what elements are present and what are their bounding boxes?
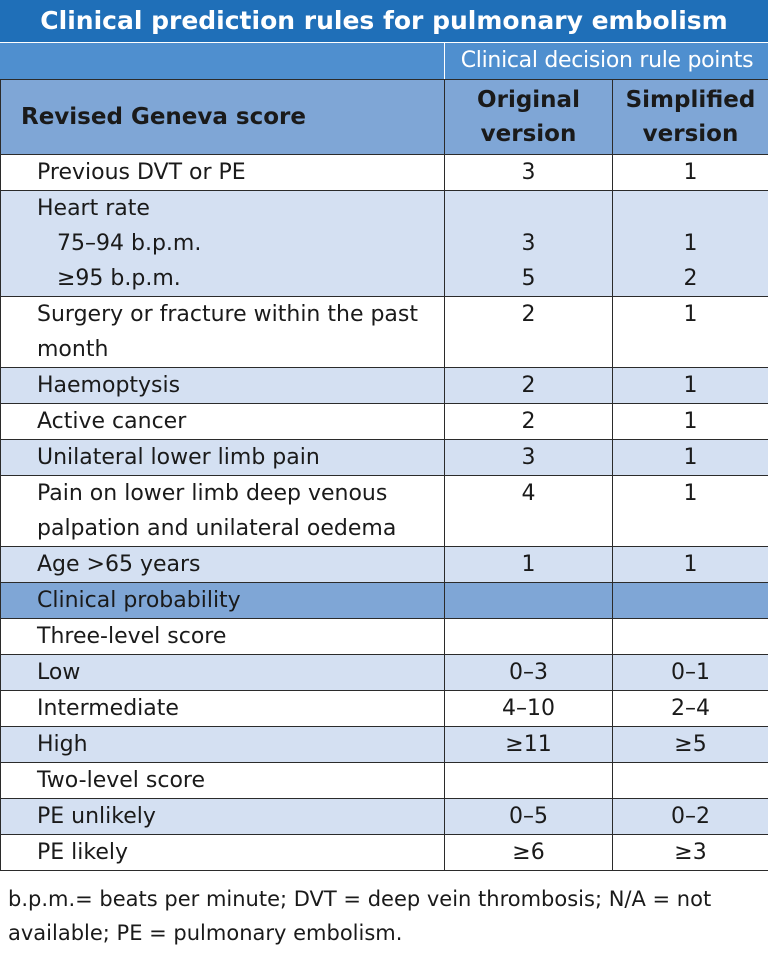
- simplified-points: ≥5: [612, 726, 768, 763]
- column-header-row: Revised Geneva score Original version Si…: [0, 79, 768, 155]
- simplified-points: 1: [612, 439, 768, 476]
- row-sublabel: ≥95 b.p.m.: [57, 266, 181, 291]
- simplified-points: 1: [612, 367, 768, 404]
- original-points: [444, 618, 613, 655]
- subheader-band: Clinical decision rule points: [0, 42, 768, 79]
- section-label: Clinical probability: [0, 582, 445, 619]
- row-label: Active cancer: [0, 403, 445, 440]
- table-row: Low 0–3 0–1: [0, 654, 768, 691]
- column-header-simplified: Simplified version: [612, 79, 768, 155]
- original-points: [444, 582, 613, 619]
- table-row: Unilateral lower limb pain 3 1: [0, 439, 768, 476]
- original-points: 4: [444, 475, 613, 547]
- table-row: Intermediate 4–10 2–4: [0, 690, 768, 727]
- original-points: 2: [444, 403, 613, 440]
- simplified-points: ≥3: [612, 834, 768, 871]
- row-label: Age >65 years: [0, 546, 445, 583]
- table-row: Active cancer 2 1: [0, 403, 768, 440]
- row-label: Pain on lower limb deep venous palpation…: [0, 475, 445, 547]
- table-row: Two-level score: [0, 762, 768, 799]
- simplified-points: 1: [612, 403, 768, 440]
- row-label: High: [0, 726, 445, 763]
- row-label: Unilateral lower limb pain: [0, 439, 445, 476]
- original-points: 3: [444, 439, 613, 476]
- column-header-original-line1: Original: [477, 87, 580, 113]
- simplified-points: [612, 618, 768, 655]
- original-points: 3: [444, 154, 613, 191]
- row-label: Heart rate: [37, 196, 150, 221]
- table-row: PE likely ≥6 ≥3: [0, 834, 768, 871]
- row-label: PE unlikely: [0, 798, 445, 835]
- simplified-points: 2–4: [612, 690, 768, 727]
- row-label: PE likely: [0, 834, 445, 871]
- table-row: High ≥11 ≥5: [0, 726, 768, 763]
- simplified-points: [612, 762, 768, 799]
- row-label: Three-level score: [0, 618, 445, 655]
- simplified-points: 0–1: [612, 654, 768, 691]
- section-row-clinical-probability: Clinical probability: [0, 582, 768, 619]
- original-points: ≥6: [444, 834, 613, 871]
- column-header-original-line2: version: [480, 121, 577, 147]
- row-label: Previous DVT or PE: [0, 154, 445, 191]
- simplified-points: 1: [683, 231, 698, 256]
- table-row: Pain on lower limb deep venous palpation…: [0, 475, 768, 547]
- original-points: 2: [444, 367, 613, 404]
- original-points: 1: [444, 546, 613, 583]
- table-row: Haemoptysis 2 1: [0, 367, 768, 404]
- row-label: Intermediate: [0, 690, 445, 727]
- simplified-points: [612, 582, 768, 619]
- prediction-rules-table: Revised Geneva score Original version Si…: [0, 79, 768, 871]
- simplified-points: 1: [612, 475, 768, 547]
- row-label-heart-rate: Heart rate 75–94 b.p.m. ≥95 b.p.m.: [0, 190, 445, 297]
- column-header-simplified-line2: version: [642, 121, 739, 147]
- table-row: Previous DVT or PE 3 1: [0, 154, 768, 191]
- column-header-label: Revised Geneva score: [0, 79, 445, 155]
- simplified-points-group: 1 2: [612, 190, 768, 297]
- table-row: Surgery or fracture within the past mont…: [0, 296, 768, 368]
- table-row: Age >65 years 1 1: [0, 546, 768, 583]
- table-title: Clinical prediction rules for pulmonary …: [0, 0, 768, 42]
- original-points: 5: [521, 266, 536, 291]
- column-header-simplified-line1: Simplified: [625, 87, 756, 113]
- simplified-points: 0–2: [612, 798, 768, 835]
- simplified-points: 1: [612, 546, 768, 583]
- simplified-points: 1: [612, 154, 768, 191]
- row-label: Two-level score: [0, 762, 445, 799]
- row-label: Surgery or fracture within the past mont…: [0, 296, 445, 368]
- row-label: Low: [0, 654, 445, 691]
- original-points: [444, 762, 613, 799]
- original-points: 0–3: [444, 654, 613, 691]
- table-row: Three-level score: [0, 618, 768, 655]
- row-sublabel: 75–94 b.p.m.: [57, 231, 202, 256]
- original-points: 2: [444, 296, 613, 368]
- table-row: PE unlikely 0–5 0–2: [0, 798, 768, 835]
- original-points: 0–5: [444, 798, 613, 835]
- column-header-original: Original version: [444, 79, 613, 155]
- row-label: Haemoptysis: [0, 367, 445, 404]
- original-points-group: 3 5: [444, 190, 613, 297]
- subheader-label: Clinical decision rule points: [444, 43, 768, 79]
- table-row: Heart rate 75–94 b.p.m. ≥95 b.p.m. 3 5 1…: [0, 190, 768, 297]
- simplified-points: 1: [612, 296, 768, 368]
- table-footnote: b.p.m.= beats per minute; DVT = deep vei…: [8, 887, 712, 945]
- original-points: 4–10: [444, 690, 613, 727]
- original-points: 3: [521, 231, 536, 256]
- original-points: ≥11: [444, 726, 613, 763]
- simplified-points: 2: [683, 266, 698, 291]
